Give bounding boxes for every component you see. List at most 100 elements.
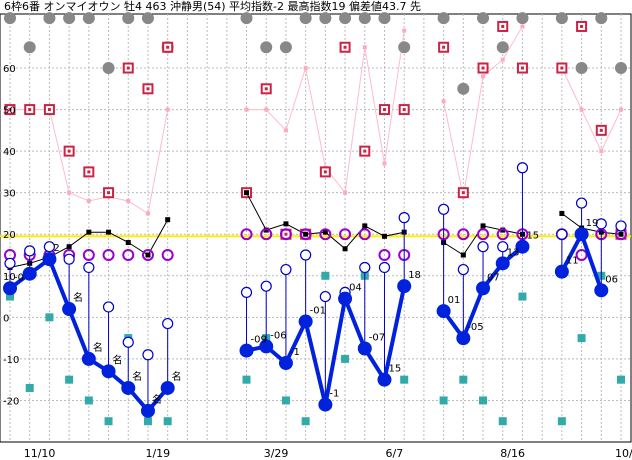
x-tick-label: 10/25 (615, 447, 632, 460)
gray-point (496, 41, 509, 54)
crimson-square-center (599, 128, 603, 132)
crimson-square-center (47, 108, 51, 112)
open-circle-point (63, 253, 75, 265)
pink-series-point (86, 198, 91, 203)
crimson-square-center (126, 66, 130, 70)
crimson-square-center (501, 24, 505, 28)
main-series-point (456, 331, 471, 346)
pink-series-point (382, 161, 387, 166)
y-tick-label: 50 (3, 106, 16, 117)
black-series-point (66, 244, 72, 250)
x-tick-label: 1/19 (145, 447, 170, 460)
crimson-square-center (87, 170, 91, 174)
main-point-label: 名 (93, 341, 103, 354)
open-circle-point (595, 218, 607, 230)
gray-point (615, 62, 627, 75)
y-tick-label: 0 (3, 313, 9, 324)
teal-square-point (104, 417, 113, 426)
teal-square-point (281, 396, 290, 405)
teal-square-point (143, 417, 152, 426)
teal-square-point (45, 313, 54, 322)
pink-series-point (402, 28, 407, 33)
main-series-point (259, 339, 274, 354)
purple-ring-point (358, 228, 371, 241)
main-series-point (515, 239, 530, 254)
main-series-point (338, 291, 353, 306)
purple-ring-point (378, 249, 391, 262)
main-point-label: -07 (369, 333, 385, 344)
pink-series-point (283, 128, 288, 133)
main-point-label: 名 (113, 353, 123, 366)
pink-series-line (561, 67, 622, 153)
main-series-point (357, 341, 372, 356)
crimson-square-center (481, 66, 485, 70)
crimson-square-center (363, 149, 367, 153)
purple-ring-point (82, 249, 95, 262)
purple-ring-point (299, 228, 312, 241)
pink-series-point (441, 99, 446, 104)
gray-point (4, 12, 16, 25)
open-circle-point (162, 317, 174, 330)
crimson-square-center (402, 108, 406, 112)
gray-point (378, 12, 391, 25)
main-series-point (239, 343, 254, 358)
purple-ring-point (161, 249, 174, 262)
teal-square-point (400, 375, 409, 384)
black-series-point (480, 223, 486, 229)
gray-point (457, 82, 470, 95)
main-series-point (318, 397, 333, 412)
main-series-point (3, 281, 17, 296)
pink-series-line (10, 109, 169, 215)
teal-square-point (577, 334, 586, 343)
purple-ring-point (260, 228, 273, 241)
pink-series-point (264, 107, 269, 112)
main-series-point (495, 256, 510, 271)
teal-square-point (6, 292, 14, 301)
main-series-point (42, 252, 57, 267)
main-point-label: -05 (467, 322, 483, 333)
main-series-point (397, 279, 412, 294)
crimson-square-center (28, 108, 32, 112)
crimson-square-center (580, 24, 584, 28)
plot-frame (0, 13, 632, 443)
pink-series-point (67, 190, 72, 195)
open-circle-point (457, 263, 469, 276)
black-series-point (283, 221, 289, 227)
pink-series-point (126, 198, 131, 203)
pink-series-point (520, 24, 525, 29)
main-point-label: 15 (526, 231, 539, 242)
open-circle-point (142, 349, 154, 361)
gray-point (595, 12, 608, 25)
open-circle-point (615, 220, 627, 232)
purple-ring-point (240, 228, 253, 241)
main-series-point (554, 264, 569, 279)
open-circle-point (4, 257, 16, 269)
black-series-point (303, 231, 309, 237)
teal-square-point (557, 417, 566, 426)
purple-ring-point (457, 228, 470, 241)
gray-point (240, 12, 253, 25)
gray-point (477, 12, 490, 25)
open-circle-point (575, 197, 588, 209)
teal-square-point (242, 375, 251, 384)
purple-ring-point (319, 228, 332, 241)
open-circle-point (438, 203, 450, 215)
crimson-square-center (146, 87, 150, 91)
teal-square-point (479, 396, 488, 405)
main-point-label: 11 (566, 256, 579, 267)
pink-series-point (362, 45, 367, 50)
black-series-line (246, 192, 405, 250)
gray-point (43, 12, 56, 25)
crimson-square-center (264, 87, 268, 91)
pink-series-point (579, 107, 584, 112)
teal-square-point (321, 271, 330, 280)
pink-series-point (244, 107, 249, 112)
gray-point (102, 62, 115, 75)
pink-series-point (599, 149, 604, 154)
black-series-point (381, 233, 387, 239)
y-tick-label: 30 (3, 189, 16, 200)
teal-square-point (65, 375, 74, 384)
axis-labels: 60 50 40 30 20 10 0 -10 -20 11/10 1/19 3/29 6/7 8/16 1… (3, 64, 632, 460)
main-point-label: 名 (132, 370, 142, 383)
